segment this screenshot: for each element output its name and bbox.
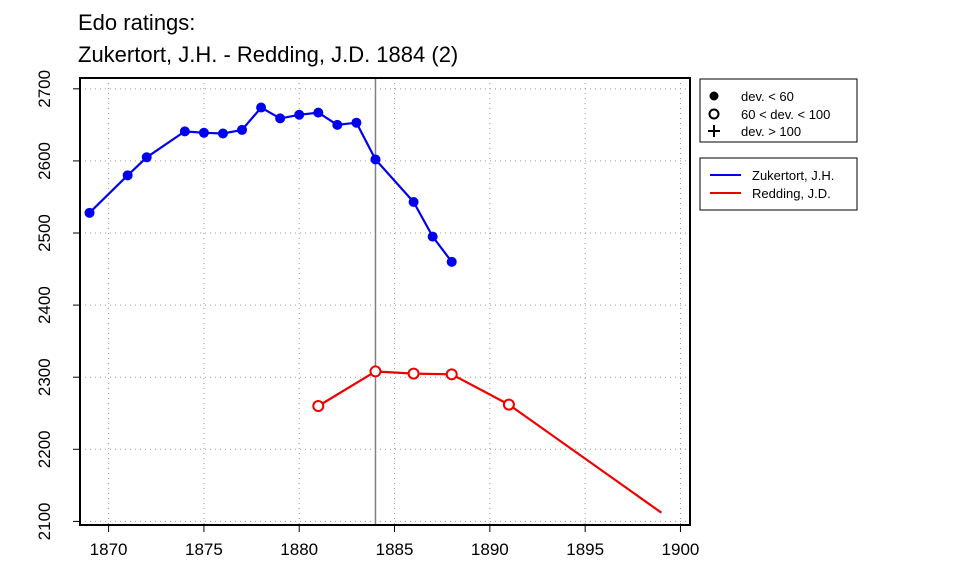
legend-series-box bbox=[699, 157, 858, 211]
data-point bbox=[312, 400, 325, 413]
y-tick-label: 2300 bbox=[35, 358, 54, 396]
series-redding bbox=[312, 365, 663, 514]
legend-series-label-1: Zukertort, J.H. bbox=[752, 168, 834, 183]
x-tick-label: 1900 bbox=[662, 540, 700, 559]
legend-marker-label-3: dev. > 100 bbox=[741, 124, 801, 139]
data-point bbox=[275, 113, 286, 124]
data-point bbox=[370, 154, 381, 165]
series-group bbox=[84, 102, 663, 514]
y-tick-label: 2500 bbox=[35, 214, 54, 252]
title-line-1: Edo ratings: bbox=[78, 10, 195, 35]
legend-series: Zukertort, J.H. Redding, J.D. bbox=[699, 157, 858, 211]
legend-series-label-2: Redding, J.D. bbox=[752, 186, 831, 201]
data-point bbox=[294, 109, 305, 120]
legend-markers: dev. < 60 60 < dev. < 100 dev. > 100 bbox=[699, 78, 858, 143]
data-point bbox=[502, 398, 515, 411]
series-zukertort bbox=[84, 102, 457, 267]
y-tick-label: 2200 bbox=[35, 430, 54, 468]
data-point bbox=[141, 152, 152, 163]
legend-filled-circle-icon bbox=[709, 91, 719, 101]
y-tick-label: 2600 bbox=[35, 142, 54, 180]
data-point bbox=[179, 126, 190, 137]
x-tick-label: 1890 bbox=[471, 540, 509, 559]
data-point bbox=[122, 170, 133, 181]
y-tick-label: 2400 bbox=[35, 286, 54, 324]
data-point bbox=[369, 365, 382, 378]
x-tick-label: 1880 bbox=[280, 540, 318, 559]
series-line-redding bbox=[317, 370, 663, 514]
data-point bbox=[313, 107, 324, 118]
grid bbox=[80, 78, 690, 525]
legend-open-circle-icon bbox=[708, 108, 720, 120]
data-point bbox=[217, 128, 228, 139]
y-axis: 2100 2200 2300 2400 2500 2600 2700 bbox=[35, 70, 80, 540]
x-tick-label: 1885 bbox=[376, 540, 414, 559]
data-point bbox=[84, 207, 95, 218]
x-tick-label: 1895 bbox=[566, 540, 604, 559]
data-point bbox=[446, 256, 457, 267]
data-point bbox=[256, 102, 267, 113]
y-tick-label: 2100 bbox=[35, 502, 54, 540]
title-line-2: Zukertort, J.H. - Redding, J.D. 1884 (2) bbox=[78, 42, 458, 67]
series-line-zukertort bbox=[88, 106, 453, 263]
legend-plus-icon bbox=[708, 125, 720, 137]
data-point bbox=[351, 117, 362, 128]
x-axis: 1870 1875 1880 1885 1890 1895 1900 bbox=[90, 524, 700, 559]
y-tick-label: 2700 bbox=[35, 70, 54, 108]
legend-markers-box bbox=[699, 78, 858, 143]
data-point bbox=[445, 368, 458, 381]
data-point bbox=[332, 119, 343, 130]
legend-marker-label-1: dev. < 60 bbox=[741, 89, 794, 104]
data-point bbox=[407, 367, 420, 380]
data-point bbox=[408, 197, 419, 208]
legend-marker-label-2: 60 < dev. < 100 bbox=[741, 107, 830, 122]
x-tick-label: 1870 bbox=[90, 540, 128, 559]
plot-frame bbox=[79, 77, 691, 526]
data-point bbox=[237, 124, 248, 135]
chart-title: Edo ratings: Zukertort, J.H. - Redding, … bbox=[78, 10, 458, 67]
data-point bbox=[198, 127, 209, 138]
data-point bbox=[427, 231, 438, 242]
x-tick-label: 1875 bbox=[185, 540, 223, 559]
